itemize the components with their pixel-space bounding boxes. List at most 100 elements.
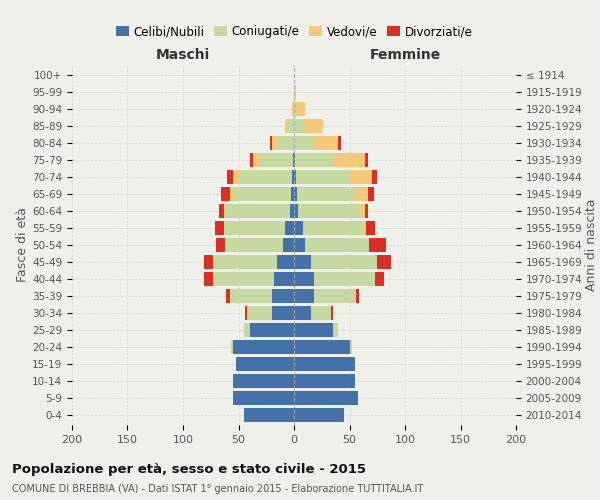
Bar: [244, 408, 294, 422]
Bar: [349, 170, 372, 184]
Bar: [303, 221, 364, 235]
Bar: [294, 340, 349, 353]
Bar: [294, 357, 355, 370]
Text: Femmine: Femmine: [370, 48, 440, 62]
Bar: [204, 272, 213, 286]
Bar: [272, 136, 277, 150]
Bar: [296, 170, 349, 184]
Bar: [292, 170, 294, 184]
Bar: [366, 221, 375, 235]
Bar: [294, 120, 303, 133]
Legend: Celibi/Nubili, Coniugati/e, Vedovi/e, Divorziati/e: Celibi/Nubili, Coniugati/e, Vedovi/e, Di…: [111, 20, 477, 43]
Bar: [285, 120, 289, 133]
Bar: [294, 154, 295, 167]
Bar: [359, 204, 365, 218]
Bar: [272, 289, 294, 302]
Bar: [213, 272, 274, 286]
Bar: [230, 188, 233, 201]
Bar: [338, 136, 341, 150]
Bar: [364, 221, 366, 235]
Bar: [260, 154, 293, 167]
Bar: [365, 154, 368, 167]
Bar: [230, 289, 272, 302]
Bar: [250, 154, 253, 167]
Bar: [294, 272, 314, 286]
Bar: [274, 272, 294, 286]
Text: COMUNE DI BREBBIA (VA) - Dati ISTAT 1° gennaio 2015 - Elaborazione TUTTITALIA.IT: COMUNE DI BREBBIA (VA) - Dati ISTAT 1° g…: [12, 484, 423, 494]
Bar: [227, 170, 233, 184]
Bar: [294, 289, 314, 302]
Bar: [298, 204, 359, 218]
Bar: [213, 255, 277, 269]
Bar: [296, 102, 305, 116]
Bar: [226, 289, 230, 302]
Bar: [225, 204, 290, 218]
Bar: [294, 188, 298, 201]
Bar: [224, 204, 225, 218]
Bar: [294, 306, 311, 320]
Bar: [293, 154, 294, 167]
Bar: [292, 102, 293, 116]
Bar: [272, 306, 294, 320]
Bar: [285, 221, 294, 235]
Bar: [298, 188, 355, 201]
Bar: [294, 221, 303, 235]
Bar: [355, 188, 368, 201]
Bar: [294, 170, 296, 184]
Bar: [277, 136, 294, 150]
Bar: [372, 170, 377, 184]
Bar: [311, 255, 377, 269]
Bar: [294, 374, 355, 388]
Bar: [225, 238, 283, 252]
Bar: [331, 306, 333, 320]
Bar: [253, 154, 260, 167]
Bar: [217, 238, 225, 252]
Bar: [215, 221, 224, 235]
Bar: [221, 188, 230, 201]
Bar: [314, 289, 356, 302]
Bar: [204, 255, 213, 269]
Bar: [233, 340, 294, 353]
Bar: [269, 136, 272, 150]
Bar: [250, 323, 294, 336]
Bar: [294, 323, 333, 336]
Y-axis label: Fasce di età: Fasce di età: [16, 208, 29, 282]
Bar: [375, 272, 384, 286]
Bar: [294, 102, 296, 116]
Bar: [294, 391, 358, 404]
Bar: [218, 204, 224, 218]
Bar: [290, 188, 294, 201]
Bar: [333, 323, 338, 336]
Bar: [245, 306, 247, 320]
Bar: [238, 170, 292, 184]
Bar: [247, 306, 272, 320]
Bar: [233, 170, 239, 184]
Bar: [293, 102, 294, 116]
Bar: [233, 374, 294, 388]
Bar: [277, 255, 294, 269]
Bar: [305, 238, 370, 252]
Bar: [233, 188, 290, 201]
Bar: [311, 306, 331, 320]
Bar: [244, 323, 250, 336]
Bar: [377, 255, 391, 269]
Text: Popolazione per età, sesso e stato civile - 2015: Popolazione per età, sesso e stato civil…: [12, 462, 366, 475]
Bar: [283, 238, 294, 252]
Bar: [294, 136, 314, 150]
Bar: [294, 408, 344, 422]
Bar: [334, 154, 365, 167]
Bar: [233, 391, 294, 404]
Bar: [314, 136, 338, 150]
Bar: [294, 255, 311, 269]
Bar: [349, 340, 352, 353]
Bar: [294, 204, 298, 218]
Y-axis label: Anni di nascita: Anni di nascita: [585, 198, 598, 291]
Bar: [314, 272, 375, 286]
Bar: [295, 154, 334, 167]
Bar: [303, 120, 323, 133]
Bar: [365, 204, 368, 218]
Bar: [290, 204, 294, 218]
Bar: [356, 289, 359, 302]
Bar: [224, 221, 285, 235]
Bar: [236, 357, 294, 370]
